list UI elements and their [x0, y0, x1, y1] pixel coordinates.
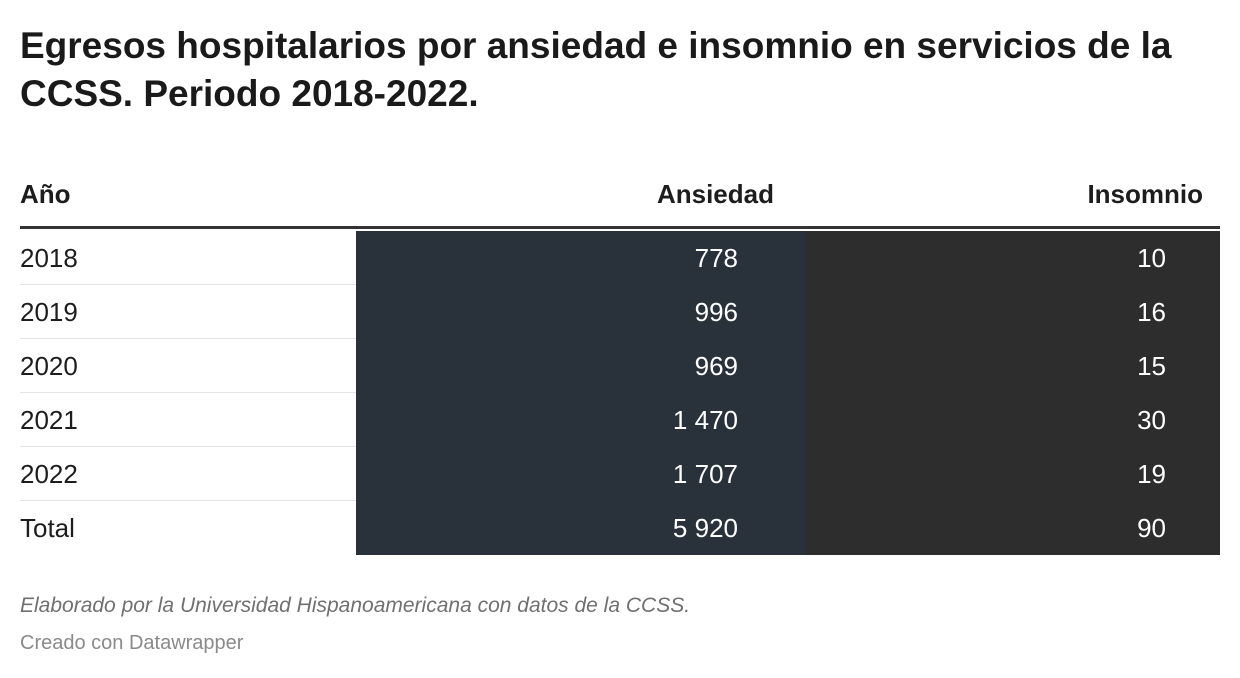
year-cell: 2018 — [20, 231, 356, 285]
ansiedad-cell: 778 — [356, 231, 806, 285]
ansiedad-cell: 5 920 — [356, 501, 806, 555]
year-cell: 2021 — [20, 393, 356, 447]
ansiedad-cell: 1 470 — [356, 393, 806, 447]
chart-title: Egresos hospitalarios por ansiedad e ins… — [20, 25, 1172, 114]
insomnio-cell: 19 — [806, 447, 1220, 501]
notes: Elaborado por la Universidad Hispanoamer… — [20, 594, 691, 617]
table-row: 2021 1 470 30 — [20, 393, 1220, 447]
table-row: Total 5 920 90 — [20, 501, 1220, 555]
ansiedad-cell: 996 — [356, 285, 806, 339]
year-cell: 2020 — [20, 339, 356, 393]
insomnio-cell: 15 — [806, 339, 1220, 393]
table-row: 2020 969 15 — [20, 339, 1220, 393]
insomnio-cell: 30 — [806, 393, 1220, 447]
ansiedad-cell: 1 707 — [356, 447, 806, 501]
credit-link[interactable]: Creado con Datawrapper — [20, 632, 244, 654]
year-cell: 2022 — [20, 447, 356, 501]
header-ansiedad[interactable]: Ansiedad — [656, 179, 774, 209]
table-row: 2018 778 10 — [20, 231, 1220, 285]
year-cell: 2019 — [20, 285, 356, 339]
header-insomnio[interactable]: Insomnio — [1087, 179, 1203, 209]
insomnio-cell: 16 — [806, 285, 1220, 339]
header-year[interactable]: Año — [20, 179, 71, 209]
year-cell: Total — [20, 513, 75, 543]
header-divider — [20, 226, 1220, 229]
insomnio-cell: 90 — [806, 501, 1220, 555]
table-row: 2019 996 16 — [20, 285, 1220, 339]
insomnio-cell: 10 — [806, 231, 1220, 285]
table-row: 2022 1 707 19 — [20, 447, 1220, 501]
ansiedad-cell: 969 — [356, 339, 806, 393]
